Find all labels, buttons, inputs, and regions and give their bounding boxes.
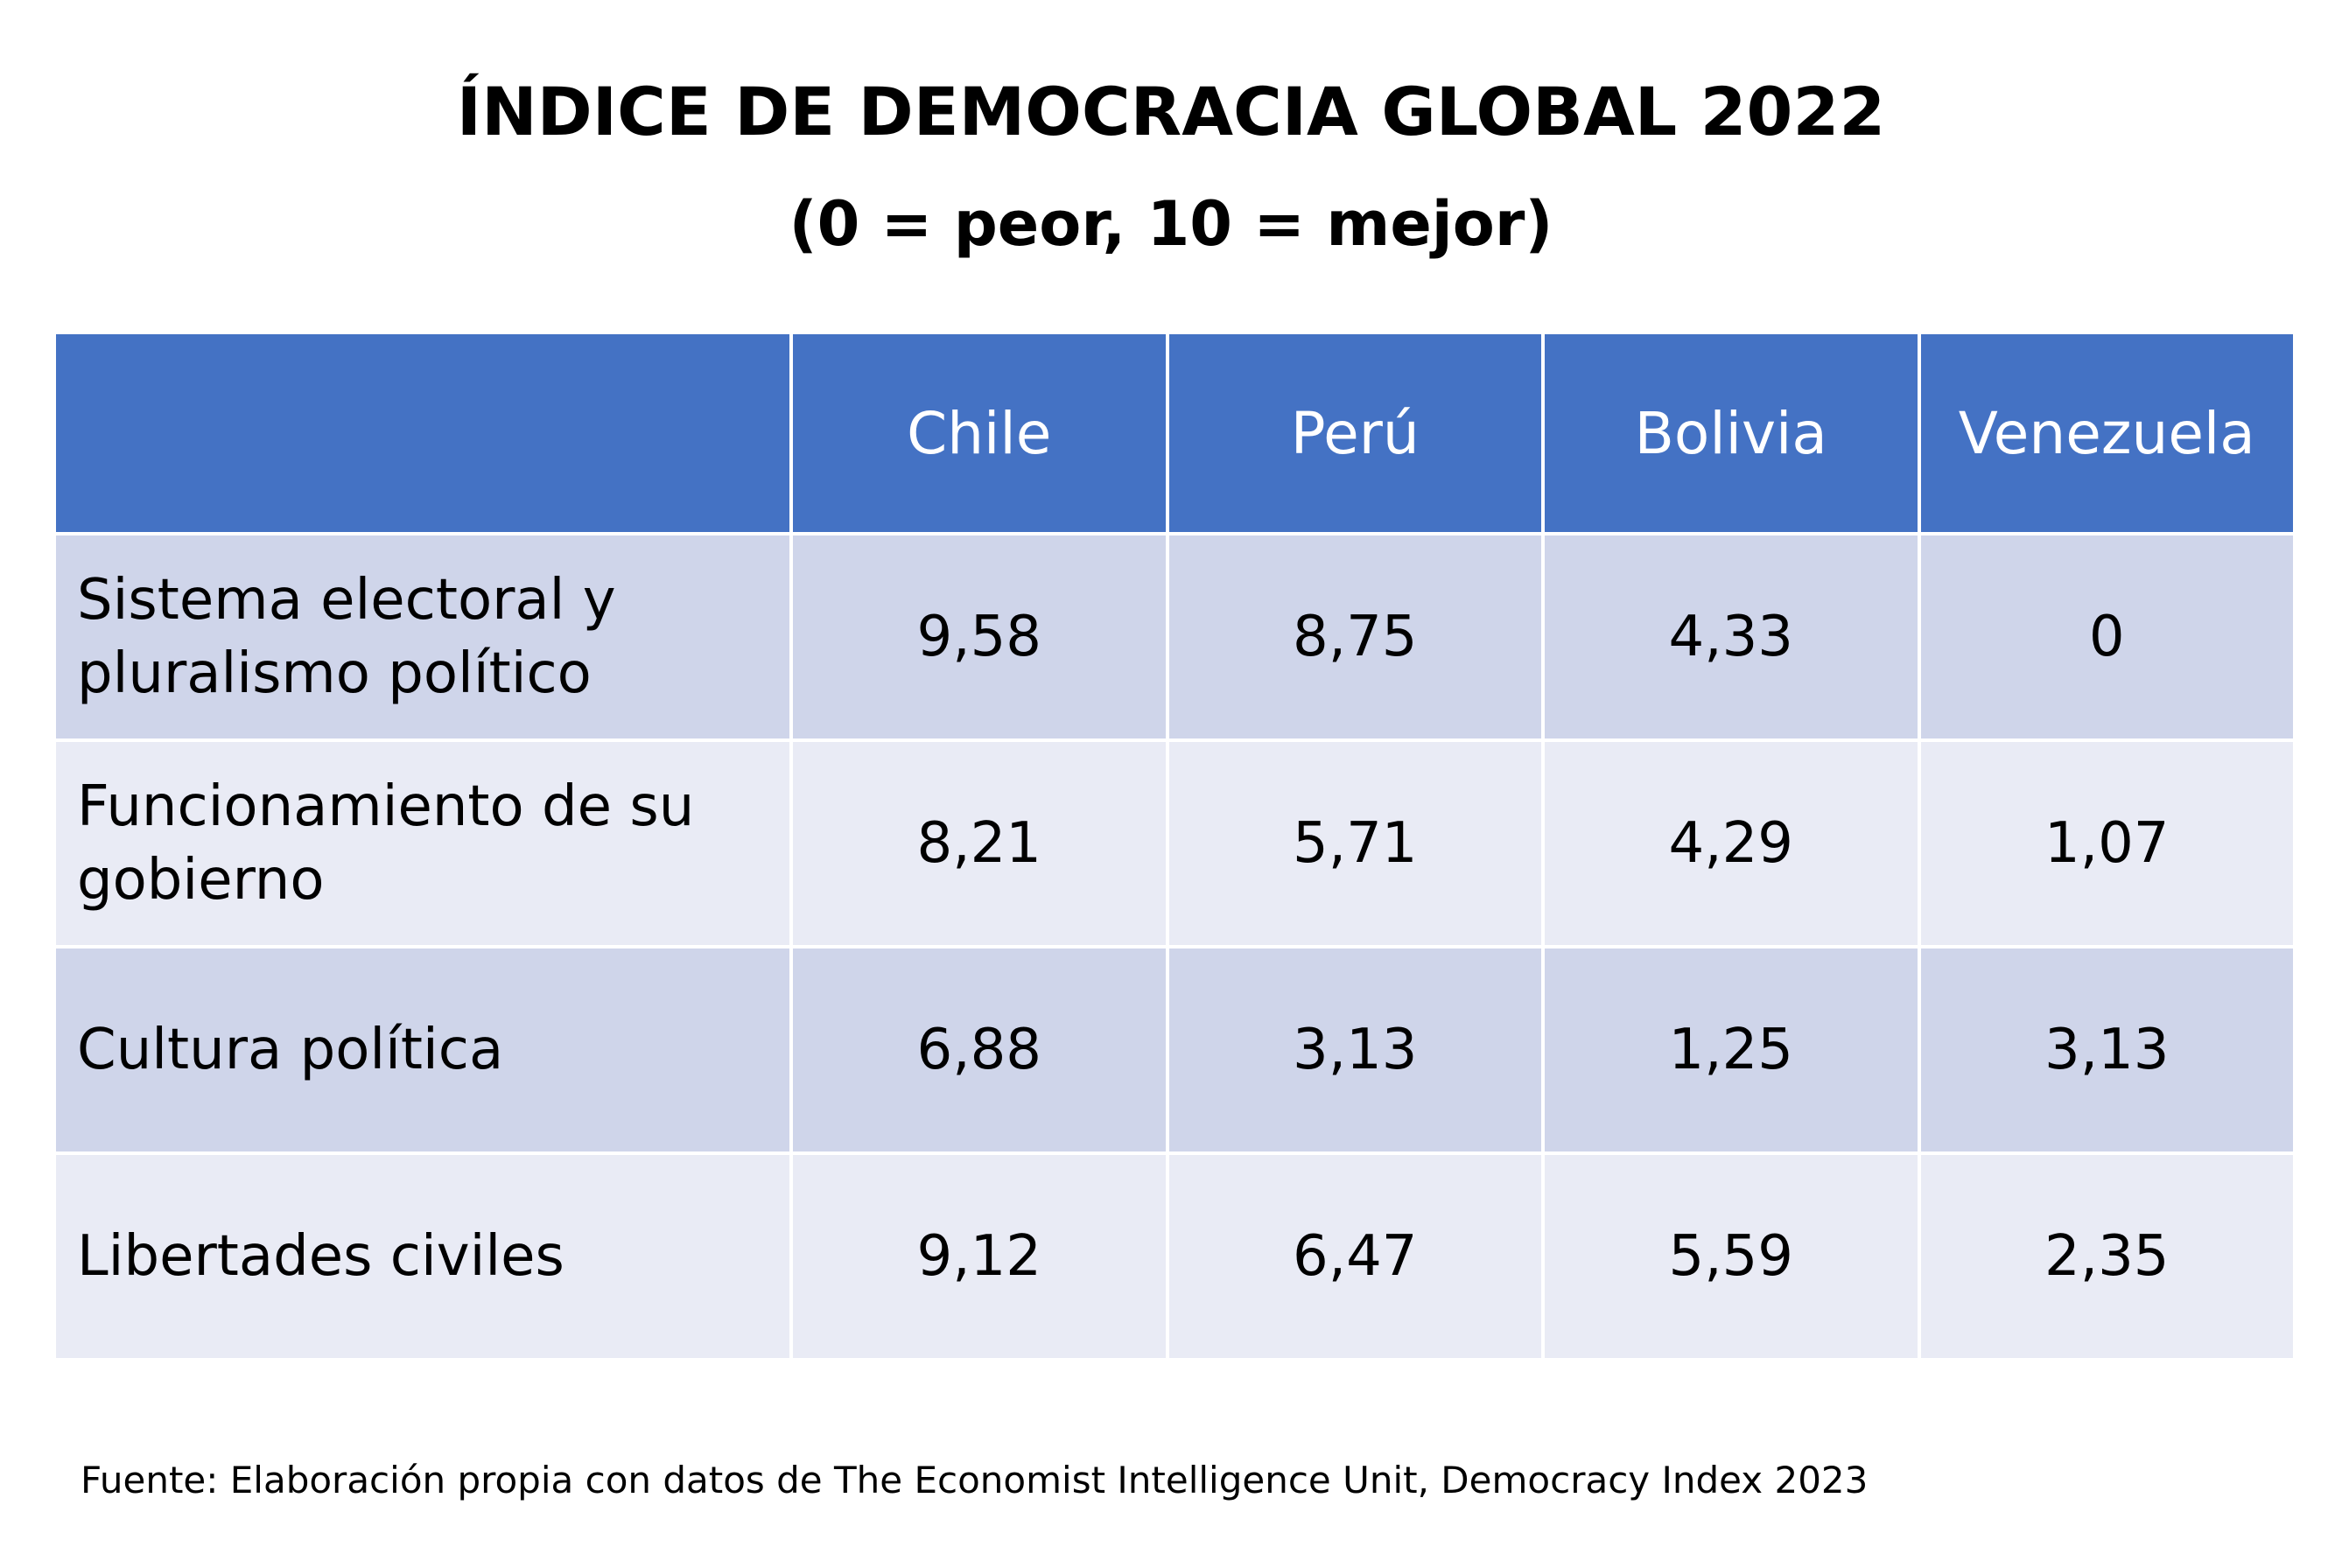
row-label: Funcionamiento de su gobierno [53, 738, 793, 948]
cell-value: 6,47 [1165, 1152, 1545, 1362]
cell-value: 6,88 [789, 945, 1169, 1155]
chart-title: ÍNDICE DE DEMOCRACIA GLOBAL 2022 [456, 73, 1886, 150]
column-header-peru: Perú [1165, 331, 1545, 536]
chart-subtitle: (0 = peor, 10 = mejor) [789, 188, 1553, 260]
source-note: Fuente: Elaboración propia con datos de … [81, 1459, 1869, 1502]
cell-value: 3,13 [1165, 945, 1545, 1155]
cell-value: 4,29 [1541, 738, 1921, 948]
cell-value: 3,13 [1917, 945, 2296, 1155]
column-header-empty [53, 331, 793, 536]
cell-value: 5,71 [1165, 738, 1545, 948]
cell-value: 1,07 [1917, 738, 2296, 948]
column-header-chile: Chile [789, 331, 1169, 536]
row-label: Sistema electoral y pluralismo político [53, 532, 793, 742]
cell-value: 9,12 [789, 1152, 1169, 1362]
cell-value: 8,21 [789, 738, 1169, 948]
table-header-row: Chile Perú Bolivia Venezuela [53, 331, 2296, 536]
column-header-venezuela: Venezuela [1917, 331, 2296, 536]
cell-value: 0 [1917, 532, 2296, 742]
row-label: Libertades civiles [53, 1152, 793, 1362]
cell-value: 9,58 [789, 532, 1169, 742]
table-row-libertades-civiles: Libertades civiles 9,12 6,47 5,59 2,35 [53, 1152, 2296, 1362]
row-label: Cultura política [53, 945, 793, 1155]
cell-value: 2,35 [1917, 1152, 2296, 1362]
cell-value: 1,25 [1541, 945, 1921, 1155]
table-row-funcionamiento-gobierno: Funcionamiento de su gobierno 8,21 5,71 … [53, 738, 2296, 948]
table-row-cultura-politica: Cultura política 6,88 3,13 1,25 3,13 [53, 945, 2296, 1155]
democracy-index-table: Chile Perú Bolivia Venezuela Sistema ele… [53, 331, 2296, 1362]
cell-value: 8,75 [1165, 532, 1545, 742]
cell-value: 5,59 [1541, 1152, 1921, 1362]
cell-value: 4,33 [1541, 532, 1921, 742]
table-row-sistema-electoral: Sistema electoral y pluralismo político … [53, 532, 2296, 742]
column-header-bolivia: Bolivia [1541, 331, 1921, 536]
